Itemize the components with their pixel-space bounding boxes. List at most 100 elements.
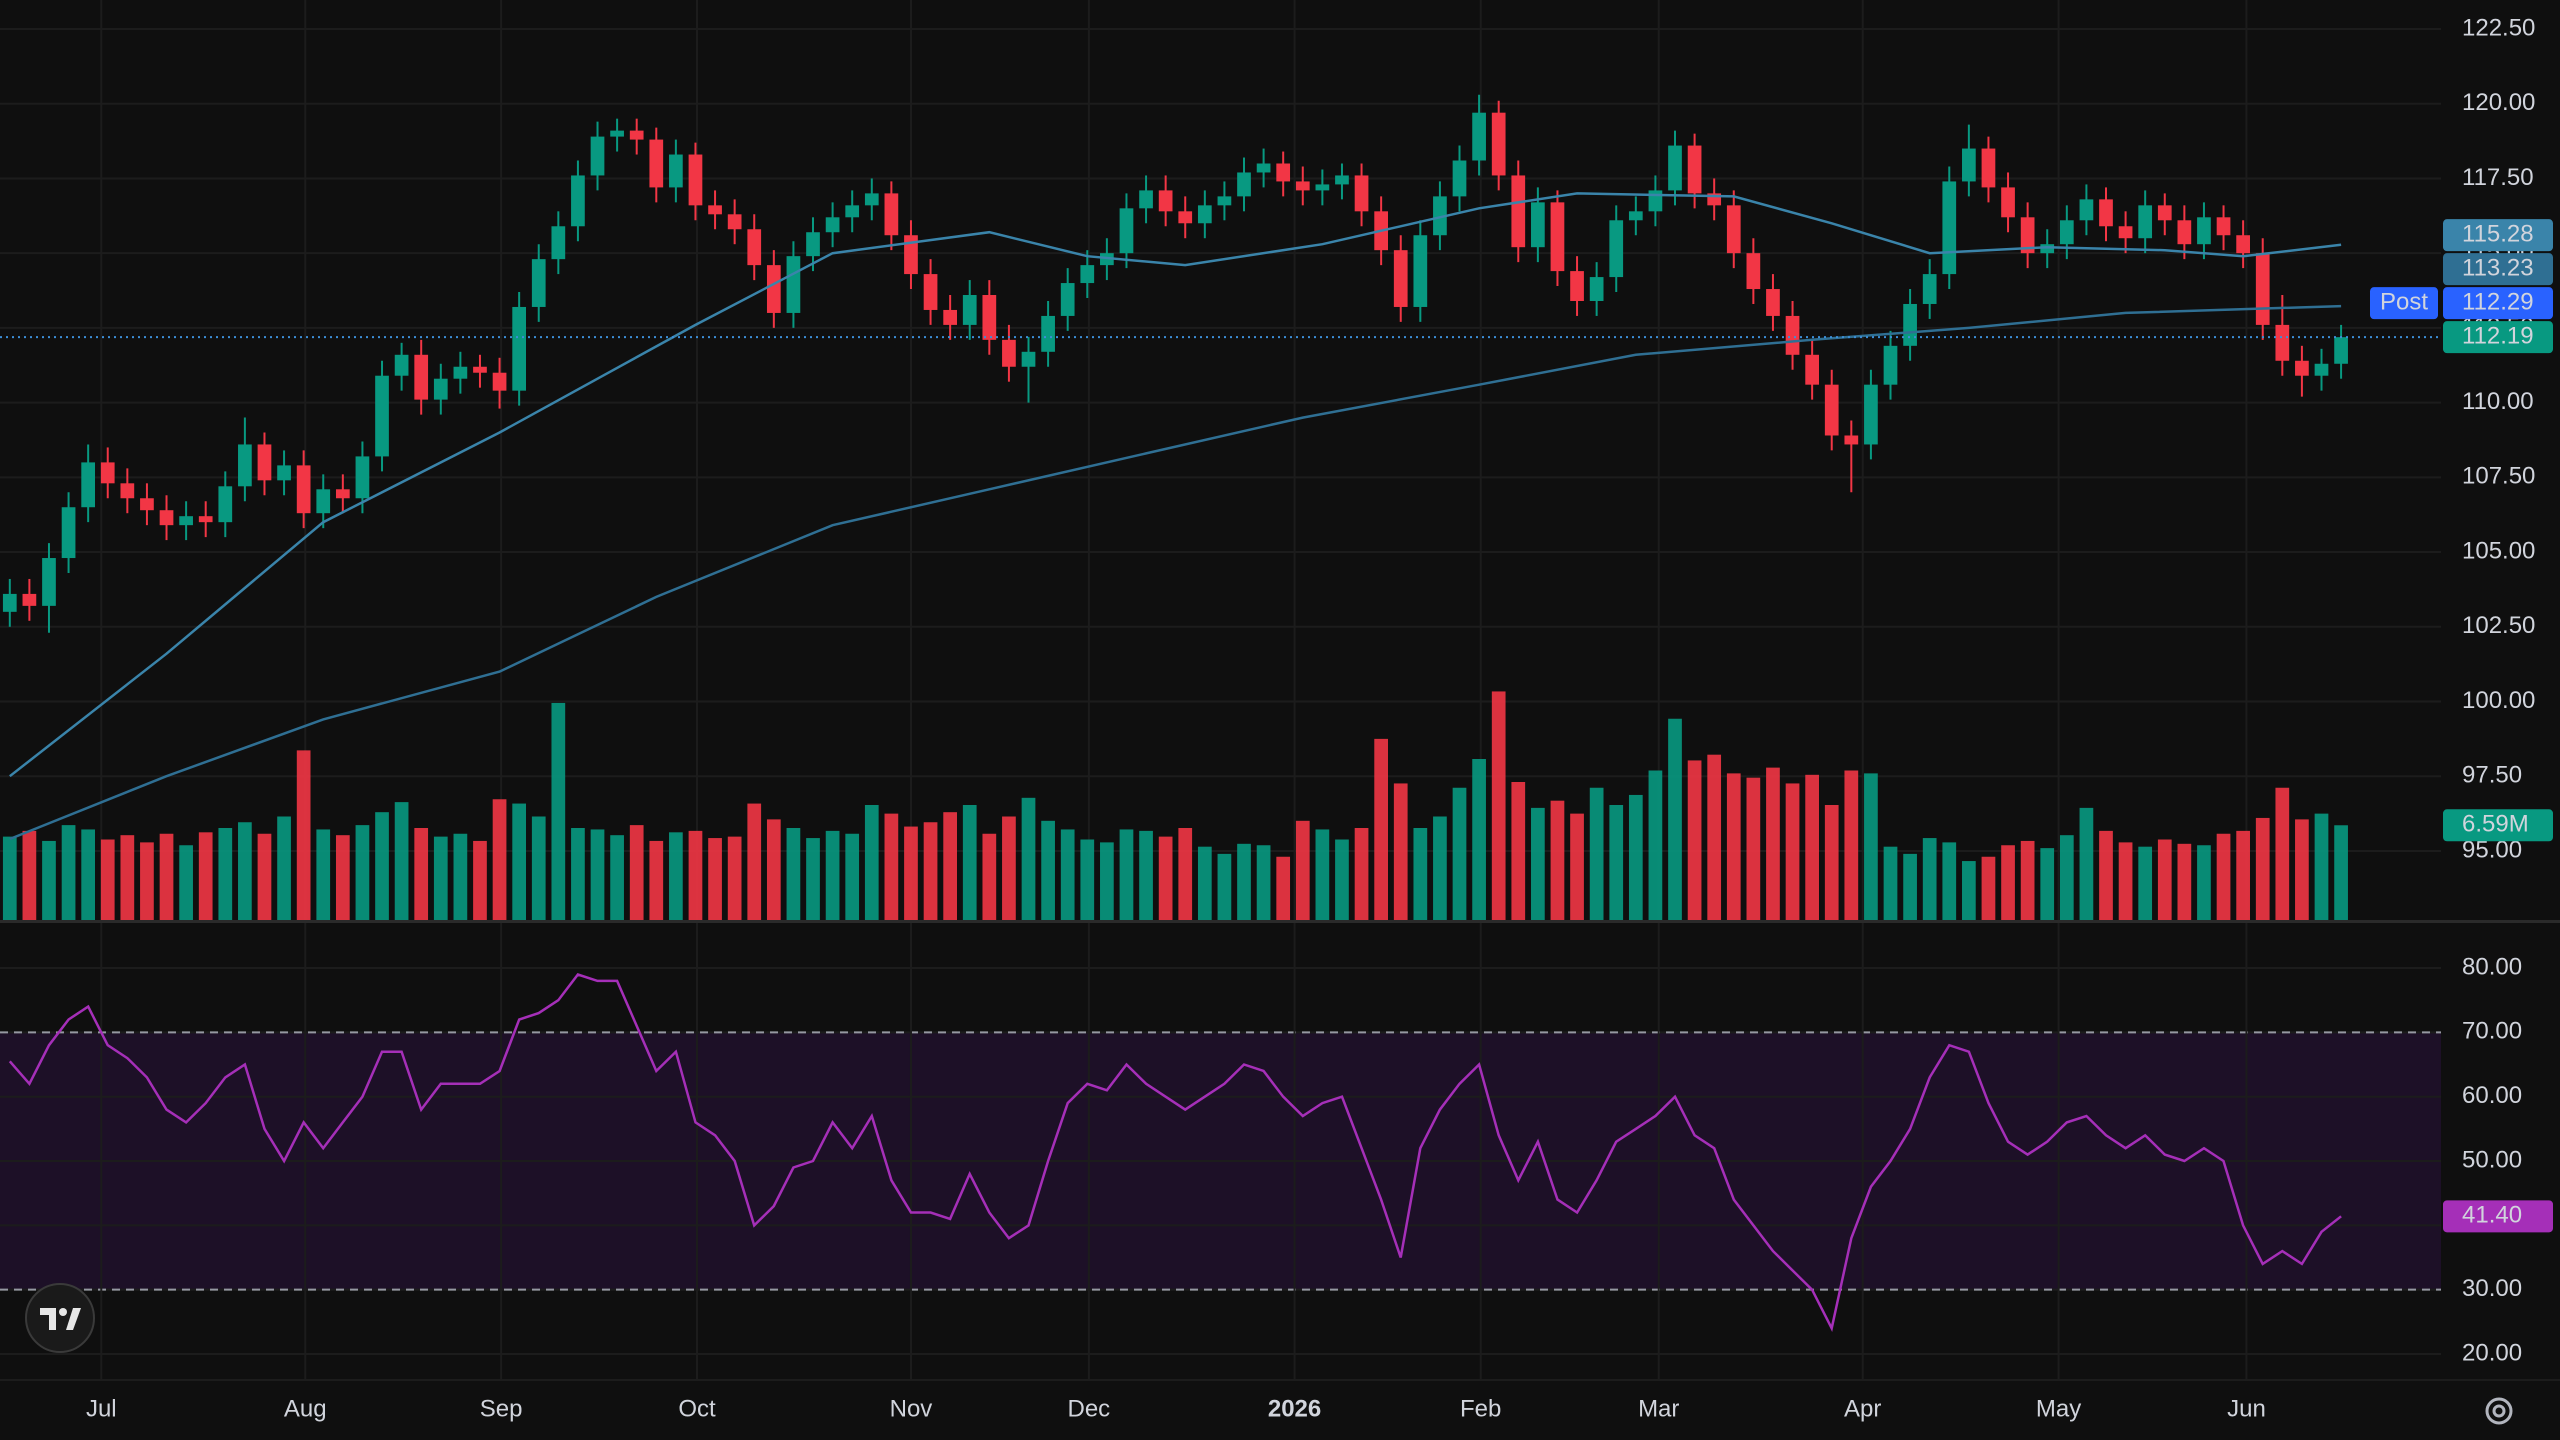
candle-body <box>2197 217 2211 245</box>
candle-body <box>1472 112 1486 161</box>
volume-bar <box>1335 839 1349 920</box>
volume-bar <box>1922 838 1937 920</box>
volume-bar <box>238 822 252 920</box>
post-tag: Post <box>2380 288 2428 315</box>
volume-bar <box>355 825 370 920</box>
volume-bar <box>884 813 899 920</box>
candle-body <box>1531 202 1545 248</box>
volume-bar <box>1746 777 1761 920</box>
candle-body <box>2177 220 2192 245</box>
ma-price-label: 113.23 <box>2462 254 2534 281</box>
volume-bar <box>375 812 389 920</box>
volume-bar <box>1119 829 1134 920</box>
volume-bar <box>316 829 331 920</box>
candle-body <box>571 175 585 227</box>
volume-bar <box>1237 843 1251 920</box>
volume-bar <box>1354 828 1369 920</box>
x-tick-label: Feb <box>1460 1395 1501 1422</box>
y-tick-label: 117.50 <box>2462 164 2534 191</box>
y-tick-label: 105.00 <box>2462 537 2535 564</box>
candle-body <box>316 489 331 514</box>
volume-bar <box>1903 853 1917 920</box>
y-tick-label: 20.00 <box>2462 1339 2522 1366</box>
volume-bar <box>1805 774 1819 920</box>
x-tick-label: Sep <box>480 1395 523 1422</box>
volume-bar <box>1002 816 1016 920</box>
volume-bar <box>2157 839 2172 920</box>
candle-body <box>179 516 193 526</box>
volume-bar <box>1570 813 1584 920</box>
volume-bar <box>1785 783 1800 920</box>
volume-bar <box>1276 856 1291 920</box>
candle-body <box>2314 363 2329 376</box>
volume-bar <box>1021 797 1036 920</box>
x-tick-label: Apr <box>1844 1395 1881 1422</box>
candle-body <box>669 154 683 188</box>
candle-body <box>1393 250 1408 307</box>
volume-bar <box>1589 787 1604 920</box>
candle-body <box>923 274 938 310</box>
candle-body <box>1648 190 1663 212</box>
volume-bar <box>864 805 879 920</box>
candle-body <box>335 489 350 499</box>
volume-bar <box>1942 842 1957 920</box>
candle-body <box>100 462 115 484</box>
y-tick-label: 100.00 <box>2462 687 2535 714</box>
candle-body <box>1295 181 1310 191</box>
tradingview-logo[interactable] <box>25 1283 95 1353</box>
y-tick-label: 70.00 <box>2462 1018 2522 1045</box>
candle-body <box>453 366 468 379</box>
candle-body <box>825 217 840 233</box>
candle-body <box>1433 196 1447 236</box>
candle-body <box>22 593 37 606</box>
volume-bar <box>2197 845 2211 920</box>
candle-body <box>2001 187 2015 218</box>
volume-bar <box>825 830 840 920</box>
candle-body <box>355 456 370 499</box>
ma-price-label: 115.28 <box>2462 220 2534 247</box>
candle-body <box>1707 193 1722 206</box>
candle-body <box>2255 253 2270 325</box>
candle-body <box>61 507 76 559</box>
volume-bar <box>2314 813 2329 920</box>
candle-body <box>1511 175 1526 248</box>
candle-body <box>257 444 272 481</box>
candle-body <box>2138 205 2153 239</box>
volume-bar <box>2118 842 2133 920</box>
volume-bar <box>786 828 801 920</box>
volume-bar <box>296 750 311 920</box>
volume-bar <box>1178 828 1193 920</box>
volume-bar <box>2099 830 2113 920</box>
candle-body <box>2059 220 2074 245</box>
volume-label-box <box>2443 809 2553 842</box>
volume-bar <box>1531 807 1545 920</box>
volume-bar <box>551 702 566 920</box>
candle-body <box>688 154 703 206</box>
candle-body <box>1883 345 1898 385</box>
candle-body <box>512 306 527 391</box>
volume-bar <box>2255 817 2270 920</box>
volume-bar <box>2001 845 2015 920</box>
y-tick-label: 97.50 <box>2462 762 2522 789</box>
volume-bar <box>1393 783 1408 920</box>
candle-body <box>1922 274 1937 304</box>
settings-icon[interactable] <box>2485 1397 2513 1425</box>
volume-bar <box>923 822 938 920</box>
post-price-label-box <box>2443 287 2553 320</box>
ma-price-label-box <box>2443 253 2553 286</box>
candle-body <box>473 366 487 373</box>
candle-body <box>1178 211 1193 224</box>
volume-bar <box>2334 825 2348 920</box>
candle-body <box>1197 205 1212 224</box>
volume-bar <box>1981 856 1996 920</box>
volume-bar <box>1609 805 1624 920</box>
volume-bar <box>1844 770 1859 920</box>
volume-bar <box>1864 773 1878 920</box>
volume-bar <box>1158 836 1173 920</box>
volume-bar <box>140 842 154 920</box>
volume-bar <box>277 816 291 920</box>
volume-bar <box>1766 767 1780 920</box>
x-tick-label: Mar <box>1638 1395 1679 1422</box>
candle-body <box>159 510 174 526</box>
candle-body <box>1609 220 1624 278</box>
